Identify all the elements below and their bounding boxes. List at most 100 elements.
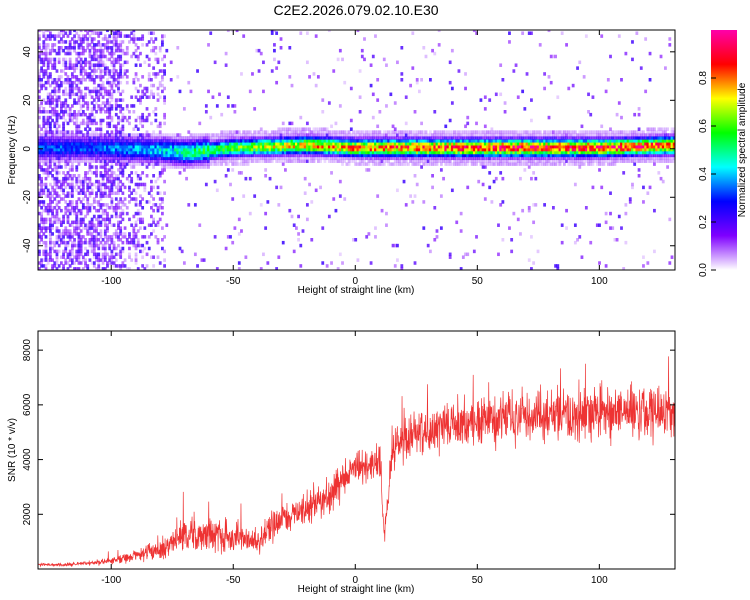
heatmap-cell	[323, 133, 327, 137]
heatmap-cell	[53, 63, 57, 67]
heatmap-cell	[125, 206, 129, 210]
heatmap-cell	[44, 37, 48, 41]
heatmap-cell	[510, 130, 514, 134]
heatmap-cell	[53, 86, 57, 91]
heatmap-cell	[81, 118, 85, 123]
heatmap-cell	[92, 104, 96, 108]
heatmap-cell	[215, 139, 219, 143]
heatmap-cell	[523, 153, 527, 158]
heatmap-cell	[53, 153, 57, 158]
heatmap-cell	[55, 144, 59, 149]
heatmap-cell	[400, 130, 404, 134]
heatmap-cell	[106, 171, 109, 175]
heatmap-cell	[360, 136, 364, 140]
heatmap-cell	[437, 130, 441, 134]
heatmap-cell	[128, 153, 131, 158]
heatmap-cell	[46, 60, 50, 65]
heatmap-cell	[128, 188, 131, 193]
heatmap-cell	[40, 194, 43, 198]
heatmap-cell	[154, 37, 158, 41]
heatmap-cell	[147, 63, 151, 67]
heatmap-cell	[75, 75, 79, 79]
heatmap-cell	[369, 136, 373, 140]
heatmap-cell	[321, 139, 325, 143]
heatmap-cell	[132, 139, 136, 143]
heatmap-cell	[143, 60, 147, 65]
heatmap-cell	[90, 159, 94, 163]
heatmap-cell	[62, 144, 65, 149]
heatmap-cell	[527, 144, 531, 149]
heatmap-cell	[402, 130, 406, 134]
heatmap-cell	[108, 101, 112, 105]
heatmap-cell	[180, 139, 184, 143]
heatmap-cell	[519, 139, 522, 143]
heatmap-cell	[534, 153, 538, 158]
heatmap-cell	[435, 153, 439, 158]
heatmap-cell	[79, 66, 83, 70]
heatmap-cell	[341, 156, 344, 161]
heatmap-cell	[154, 235, 158, 239]
heatmap-cell	[128, 150, 131, 155]
heatmap-cell	[180, 147, 184, 152]
heatmap-cell	[40, 57, 43, 62]
heatmap-cell	[200, 139, 204, 143]
heatmap-cell	[66, 240, 70, 245]
heatmap-cell	[112, 66, 116, 70]
heatmap-cell	[292, 147, 296, 152]
heatmap-cell	[125, 104, 129, 108]
heatmap-cell	[64, 261, 68, 265]
heatmap-cell	[220, 130, 224, 134]
heatmap-cell	[411, 139, 415, 143]
heatmap-cell	[88, 75, 92, 79]
heatmap-cell	[407, 144, 410, 149]
heatmap-cell	[516, 142, 520, 146]
heatmap-cell	[75, 232, 79, 236]
heatmap-cell	[178, 156, 182, 161]
heatmap-cell	[73, 110, 76, 114]
heatmap-cell	[48, 144, 52, 149]
heatmap-cell	[48, 147, 52, 152]
heatmap-cell	[114, 34, 118, 38]
heatmap-cell	[141, 171, 145, 175]
heatmap-cell	[512, 130, 516, 134]
heatmap-cell	[207, 147, 210, 152]
heatmap-cell	[130, 95, 134, 99]
heatmap-cell	[62, 229, 65, 233]
heatmap-cell	[51, 156, 54, 161]
heatmap-cell	[523, 156, 527, 161]
heatmap-cell	[119, 31, 123, 35]
heatmap-cell	[42, 124, 46, 129]
heatmap-cell	[455, 147, 459, 152]
heatmap-cell	[156, 98, 160, 102]
heatmap-cell	[374, 139, 377, 143]
heatmap-cell	[48, 208, 52, 213]
heatmap-cell	[99, 89, 103, 94]
heatmap-cell	[222, 142, 226, 146]
heatmap-cell	[156, 147, 160, 152]
heatmap-cell	[79, 136, 83, 140]
heatmap-cell	[92, 153, 96, 158]
heatmap-cell	[334, 144, 338, 149]
heatmap-cell	[88, 168, 92, 172]
heatmap-cell	[75, 144, 79, 149]
heatmap-cell	[132, 159, 136, 163]
heatmap-cell	[319, 159, 322, 163]
heatmap-cell	[119, 220, 123, 225]
heatmap-cell	[44, 162, 48, 166]
heatmap-cell	[106, 203, 109, 207]
heatmap-cell	[44, 139, 48, 143]
heatmap-cell	[455, 220, 459, 225]
heatmap-cell	[57, 185, 61, 190]
heatmap-cell	[46, 174, 50, 178]
heatmap-cell	[218, 133, 221, 137]
heatmap-cell	[327, 30, 331, 33]
heatmap-cell	[409, 139, 413, 143]
heatmap-cell	[174, 136, 177, 140]
heatmap-cell	[68, 235, 72, 239]
heatmap-cell	[55, 165, 59, 169]
heatmap-cell	[527, 159, 531, 163]
heatmap-cell	[161, 171, 164, 175]
heatmap-cell	[53, 60, 57, 65]
heatmap-cell	[444, 156, 448, 161]
heatmap-cell	[455, 139, 459, 143]
